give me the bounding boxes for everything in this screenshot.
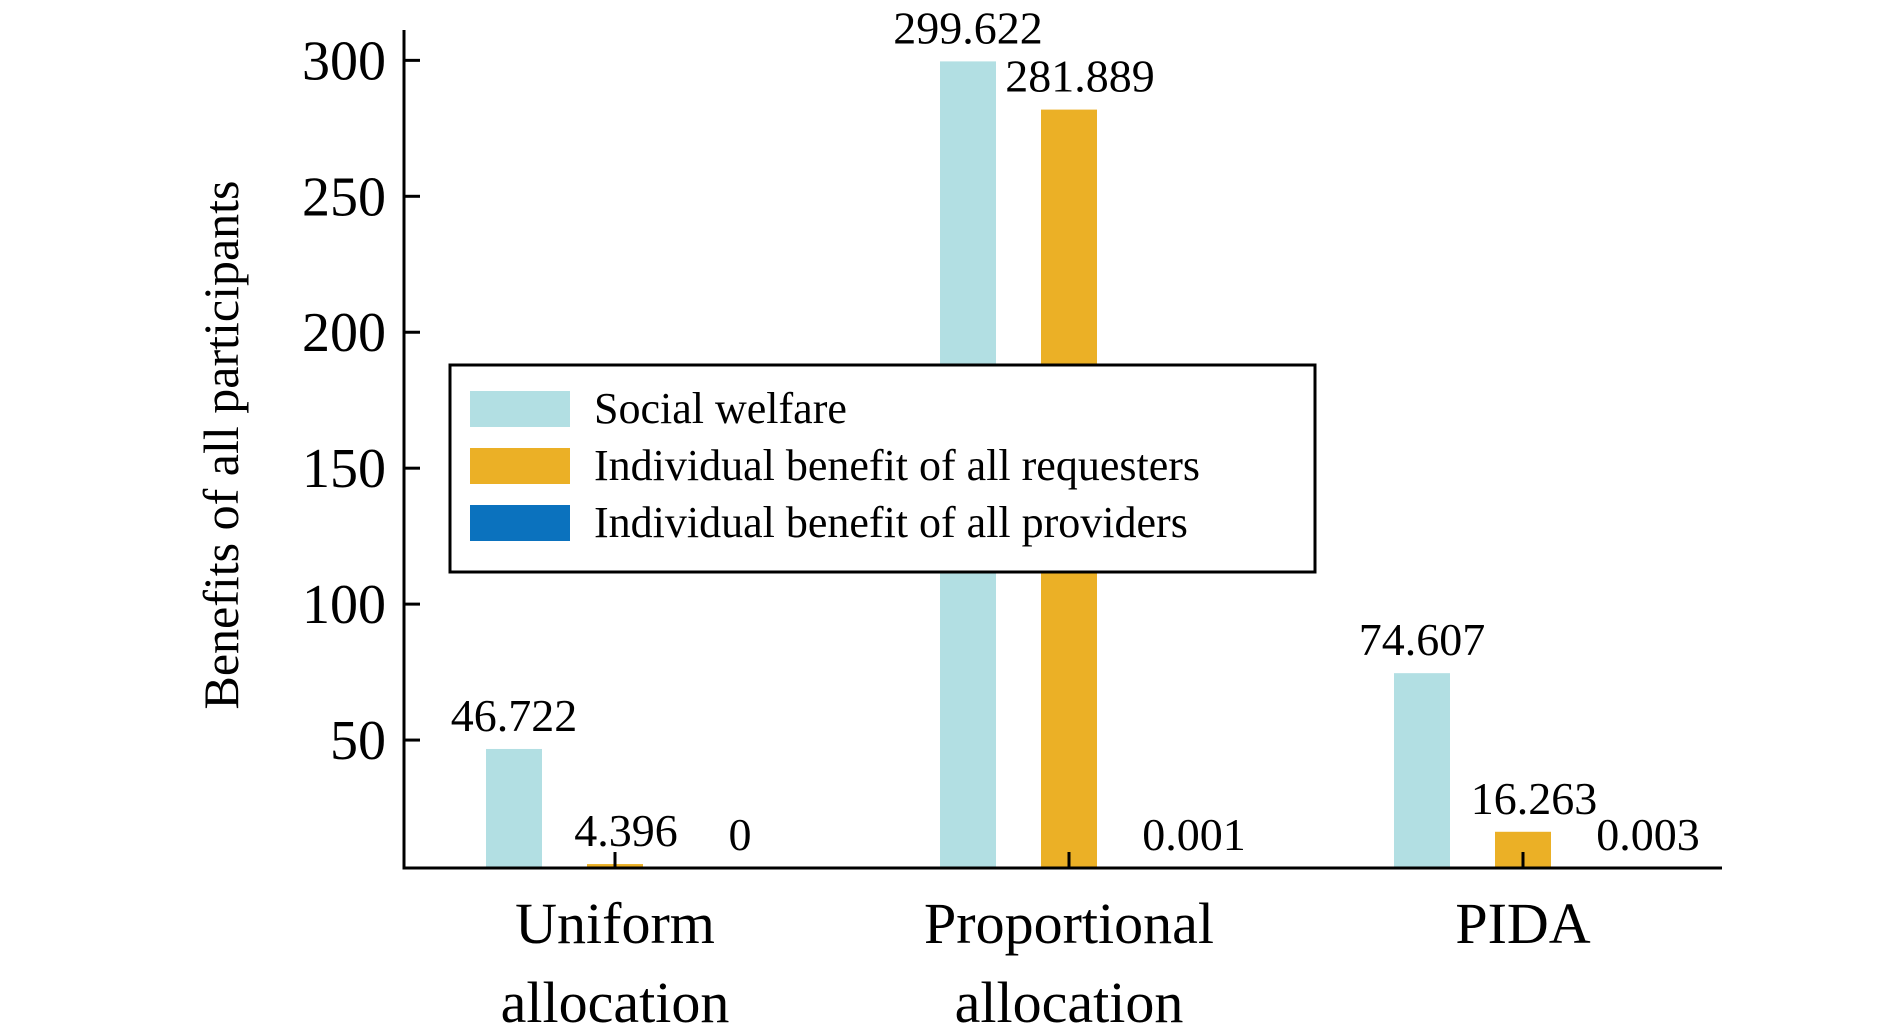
legend-swatch: [470, 448, 570, 484]
data-label: 0.003: [1596, 809, 1700, 860]
bar: [1394, 673, 1450, 868]
legend-swatch: [470, 505, 570, 541]
legend-box: [448, 363, 1317, 574]
y-axis-title: Benefits of all participants: [193, 180, 249, 709]
data-label: 0: [729, 809, 752, 860]
y-tick-label: 100: [302, 574, 386, 636]
x-category-label: allocation: [955, 970, 1184, 1024]
legend-label: Individual benefit of all requesters: [594, 441, 1200, 490]
axes: [402, 30, 1722, 870]
x-category-label: Proportional: [924, 891, 1214, 956]
x-category-label: allocation: [501, 970, 730, 1024]
y-tick-label: 250: [302, 166, 386, 228]
data-label: 46.722: [451, 690, 578, 741]
data-label-group: 46.722 299.622 74.607 4.396 281.889 16.263 0 0.…: [451, 2, 1700, 860]
y-tick-label: 50: [330, 710, 386, 772]
x-category-label: Uniform: [515, 891, 715, 956]
data-label: 281.889: [1005, 51, 1155, 102]
legend: Social welfare Individual benefit of all …: [448, 363, 1317, 574]
data-label: 4.396: [574, 805, 678, 856]
data-label: 16.263: [1471, 773, 1598, 824]
x-category-group: Uniform allocation Proportional allocation P…: [501, 852, 1591, 1024]
bar: [486, 748, 542, 868]
data-label: 0.001: [1142, 809, 1246, 860]
y-tick-label: 150: [302, 438, 386, 500]
x-category-label: PIDA: [1455, 891, 1590, 956]
y-tick-label: 300: [302, 30, 386, 92]
y-tick-group: 50 100 150 200 250 300: [302, 30, 420, 772]
legend-label: Social welfare: [594, 384, 847, 433]
data-label: 299.622: [893, 2, 1043, 53]
legend-swatch: [470, 391, 570, 427]
y-tick-label: 200: [302, 302, 386, 364]
legend-label: Individual benefit of all providers: [594, 498, 1188, 547]
data-label: 74.607: [1359, 614, 1486, 665]
